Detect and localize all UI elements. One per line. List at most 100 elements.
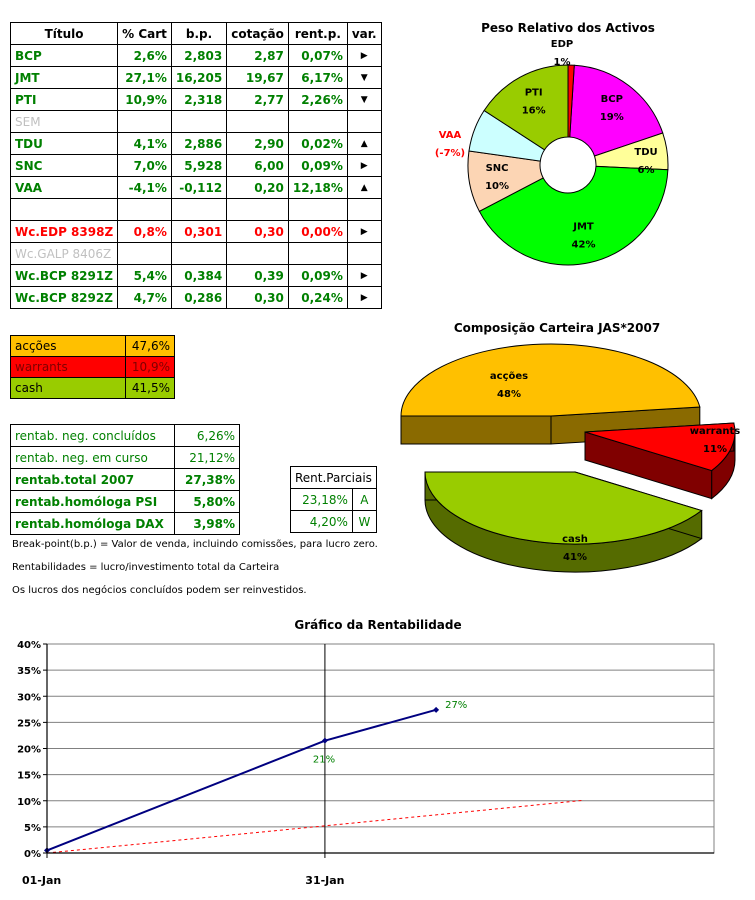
holdings-value-cell: 2,318 [170,88,228,111]
data-label: 21% [313,755,335,766]
allocation-label: cash [9,377,127,399]
holdings-value-cell: 0,286 [170,286,228,309]
y-tick-label: 35% [17,666,41,677]
variation-arrow-icon: ▶ [346,220,382,243]
holdings-value-cell: 0,00% [287,220,348,243]
holdings-value-cell: 2,26% [287,88,348,111]
holdings-value-cell [170,198,228,221]
holdings-value-cell: 0,20 [226,176,289,199]
holdings-row: SNC 7,0% 5,928 6,00 0,09% ▶ [9,154,382,177]
donut-slice-label: EDP [551,39,573,50]
holdings-ticker-cell: Wc.BCP 8291Z [9,264,119,287]
pie3d-wall-acções [400,415,552,445]
holdings-value-cell [170,242,228,265]
holdings-header-cell: cotação [226,22,289,45]
rent-parciais-header: Rent.Parciais [290,466,377,489]
holdings-ticker-cell: Wc.BCP 8292Z [9,286,119,309]
donut-chart-title: Peso Relativo dos Activos [481,21,655,35]
holdings-row: Wc.BCP 8292Z 4,7% 0,286 0,30 0,24% ▶ [9,286,382,309]
rentab-label: rentab. neg. concluídos [9,424,176,447]
holdings-row: Wc.GALP 8406Z [9,242,382,265]
holdings-value-cell [226,198,289,221]
donut-slice-edp [567,64,575,138]
holdings-row: Wc.BCP 8291Z 5,4% 0,384 0,39 0,09% ▶ [9,264,382,287]
holdings-value-cell: 7,0% [117,154,172,177]
pie3d-slice-label: acções [490,371,528,382]
variation-arrow-icon [346,242,382,265]
holdings-row [9,198,382,221]
holdings-value-cell: 19,67 [226,66,289,89]
allocation-row: warrants 10,9% [9,356,175,378]
donut-slice-label: JMT [572,221,594,232]
pie3d-chart-title: Composição Carteira JAS*2007 [454,321,660,335]
rentab-row: rentab.total 2007 27,38% [9,468,240,491]
donut-slice-label: TDU [634,147,657,158]
allocation-value: 47,6% [125,335,175,357]
holdings-value-cell: 2,87 [226,44,289,67]
pie3d-slice-value: 48% [497,389,521,400]
holdings-row: JMT 27,1% 16,205 19,67 6,17% ▼ [9,66,382,89]
pie3d-slice-value: 11% [703,444,727,455]
rentab-row: rentab.homóloga DAX 3,98% [9,512,240,535]
holdings-row: BCP 2,6% 2,803 2,87 0,07% ▶ [9,44,382,67]
holdings-header-cell: Título [9,22,119,45]
x-tick-label: 01-Jan [22,874,61,887]
holdings-value-cell: 0,301 [170,220,228,243]
holdings-table: Título% Cart b.p. cotação rent.p. var. BCP 2,6… [9,22,382,309]
pie3d-slice-value: 41% [563,552,587,563]
x-tick-label: 31-Jan [305,874,344,887]
variation-arrow-icon: ▶ [346,44,382,67]
variation-arrow-icon: ▶ [346,264,382,287]
note-break-point: Break-point(b.p.) = Valor de venda, incl… [12,539,378,550]
holdings-value-cell [287,242,348,265]
holdings-ticker-cell: TDU [9,132,119,155]
donut-slice-value: (-7%) [435,148,465,159]
variation-arrow-icon [346,110,382,133]
donut-slice-value: 16% [522,106,546,117]
data-label: 27% [445,700,467,711]
holdings-value-cell [226,110,289,133]
pie3d-slice-label: cash [562,534,588,545]
variation-arrow-icon: ▲ [346,132,382,155]
holdings-value-cell: 27,1% [117,66,172,89]
y-tick-label: 10% [17,797,41,808]
holdings-value-cell: 2,886 [170,132,228,155]
holdings-value-cell: 0,39 [226,264,289,287]
variation-arrow-icon [346,198,382,221]
allocation-row: acções 47,6% [9,335,175,357]
holdings-value-cell: 0,24% [287,286,348,309]
donut-slice-value: 6% [638,165,655,176]
holdings-ticker-cell: PTI [9,88,119,111]
rentab-value: 5,80% [174,490,240,513]
holdings-value-cell: 16,205 [170,66,228,89]
holdings-value-cell [117,198,172,221]
pie3d-chart: Composição Carteira JAS*2007 acções 48% wa… [400,321,740,573]
holdings-value-cell: 0,8% [117,220,172,243]
note-lucros: Os lucros dos negócios concluídos podem … [12,585,307,596]
donut-slice-label: BCP [601,94,623,105]
holdings-value-cell: 2,90 [226,132,289,155]
variation-arrow-icon: ▶ [346,286,382,309]
y-tick-label: 20% [17,745,41,756]
allocation-label: warrants [9,356,127,378]
allocation-value: 10,9% [125,356,175,378]
holdings-value-cell: 12,18% [287,176,348,199]
holdings-value-cell: 0,384 [170,264,228,287]
holdings-value-cell: 0,02% [287,132,348,155]
pie3d-slice-label: warrants [690,426,740,437]
rentab-label: rentab.homóloga DAX [9,512,176,535]
holdings-header-row: Título% Cart b.p. cotação rent.p. var. [9,22,382,45]
rentab-value: 27,38% [174,468,240,491]
holdings-ticker-cell: SNC [9,154,119,177]
holdings-ticker-cell: BCP [9,44,119,67]
allocation-label: acções [9,335,127,357]
holdings-value-cell: 0,30 [226,220,289,243]
rent-parciais-code: A [351,488,377,511]
allocation-row: cash 41,5% [9,377,175,399]
donut-slice-value: 19% [600,112,624,123]
holdings-value-cell: 2,77 [226,88,289,111]
rentab-label: rentab.total 2007 [9,468,176,491]
pie3d-slice-warrants [584,422,736,472]
rentab-row: rentab. neg. concluídos 6,26% [9,424,240,447]
y-tick-label: 25% [17,718,41,729]
